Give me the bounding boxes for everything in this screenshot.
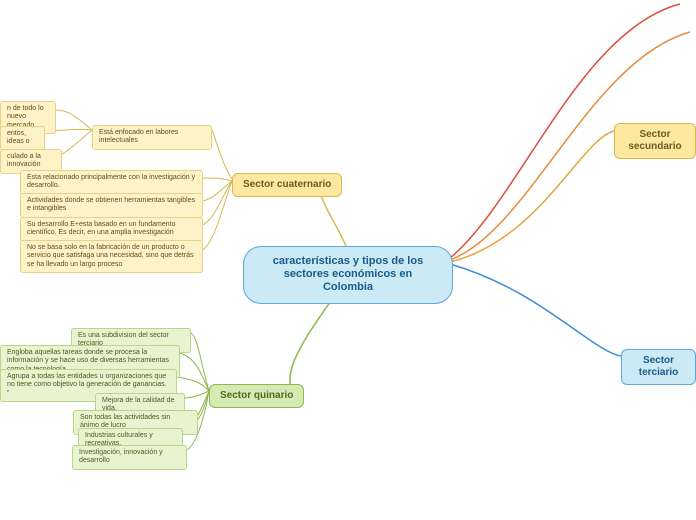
- quinario-leaf-6[interactable]: Investigación, innovación y desarrollo: [72, 445, 187, 470]
- cuaternario-leaf-1[interactable]: entos, ideas o: [0, 126, 45, 151]
- branch-terciario[interactable]: Sector terciario: [621, 349, 696, 385]
- central-node[interactable]: características y tipos de los sectores …: [243, 246, 453, 304]
- branch-quinario[interactable]: Sector quinario: [209, 384, 304, 408]
- cuaternario-leaf-6[interactable]: Su desarrollo E+esta basado en un fundam…: [20, 217, 203, 242]
- cuaternario-leaf-7[interactable]: No se basa solo en la fabricación de un …: [20, 240, 203, 273]
- cuaternario-leaf-3[interactable]: Está enfocado en labores intelectuales: [92, 125, 212, 150]
- cuaternario-leaf-5[interactable]: Actividades donde se obtienen herramient…: [20, 193, 203, 218]
- branch-cuaternario[interactable]: Sector cuaternario: [232, 173, 342, 197]
- cuaternario-leaf-4[interactable]: Esta relacionado principalmente con la i…: [20, 170, 203, 195]
- branch-secundario[interactable]: Sector secundario: [614, 123, 696, 159]
